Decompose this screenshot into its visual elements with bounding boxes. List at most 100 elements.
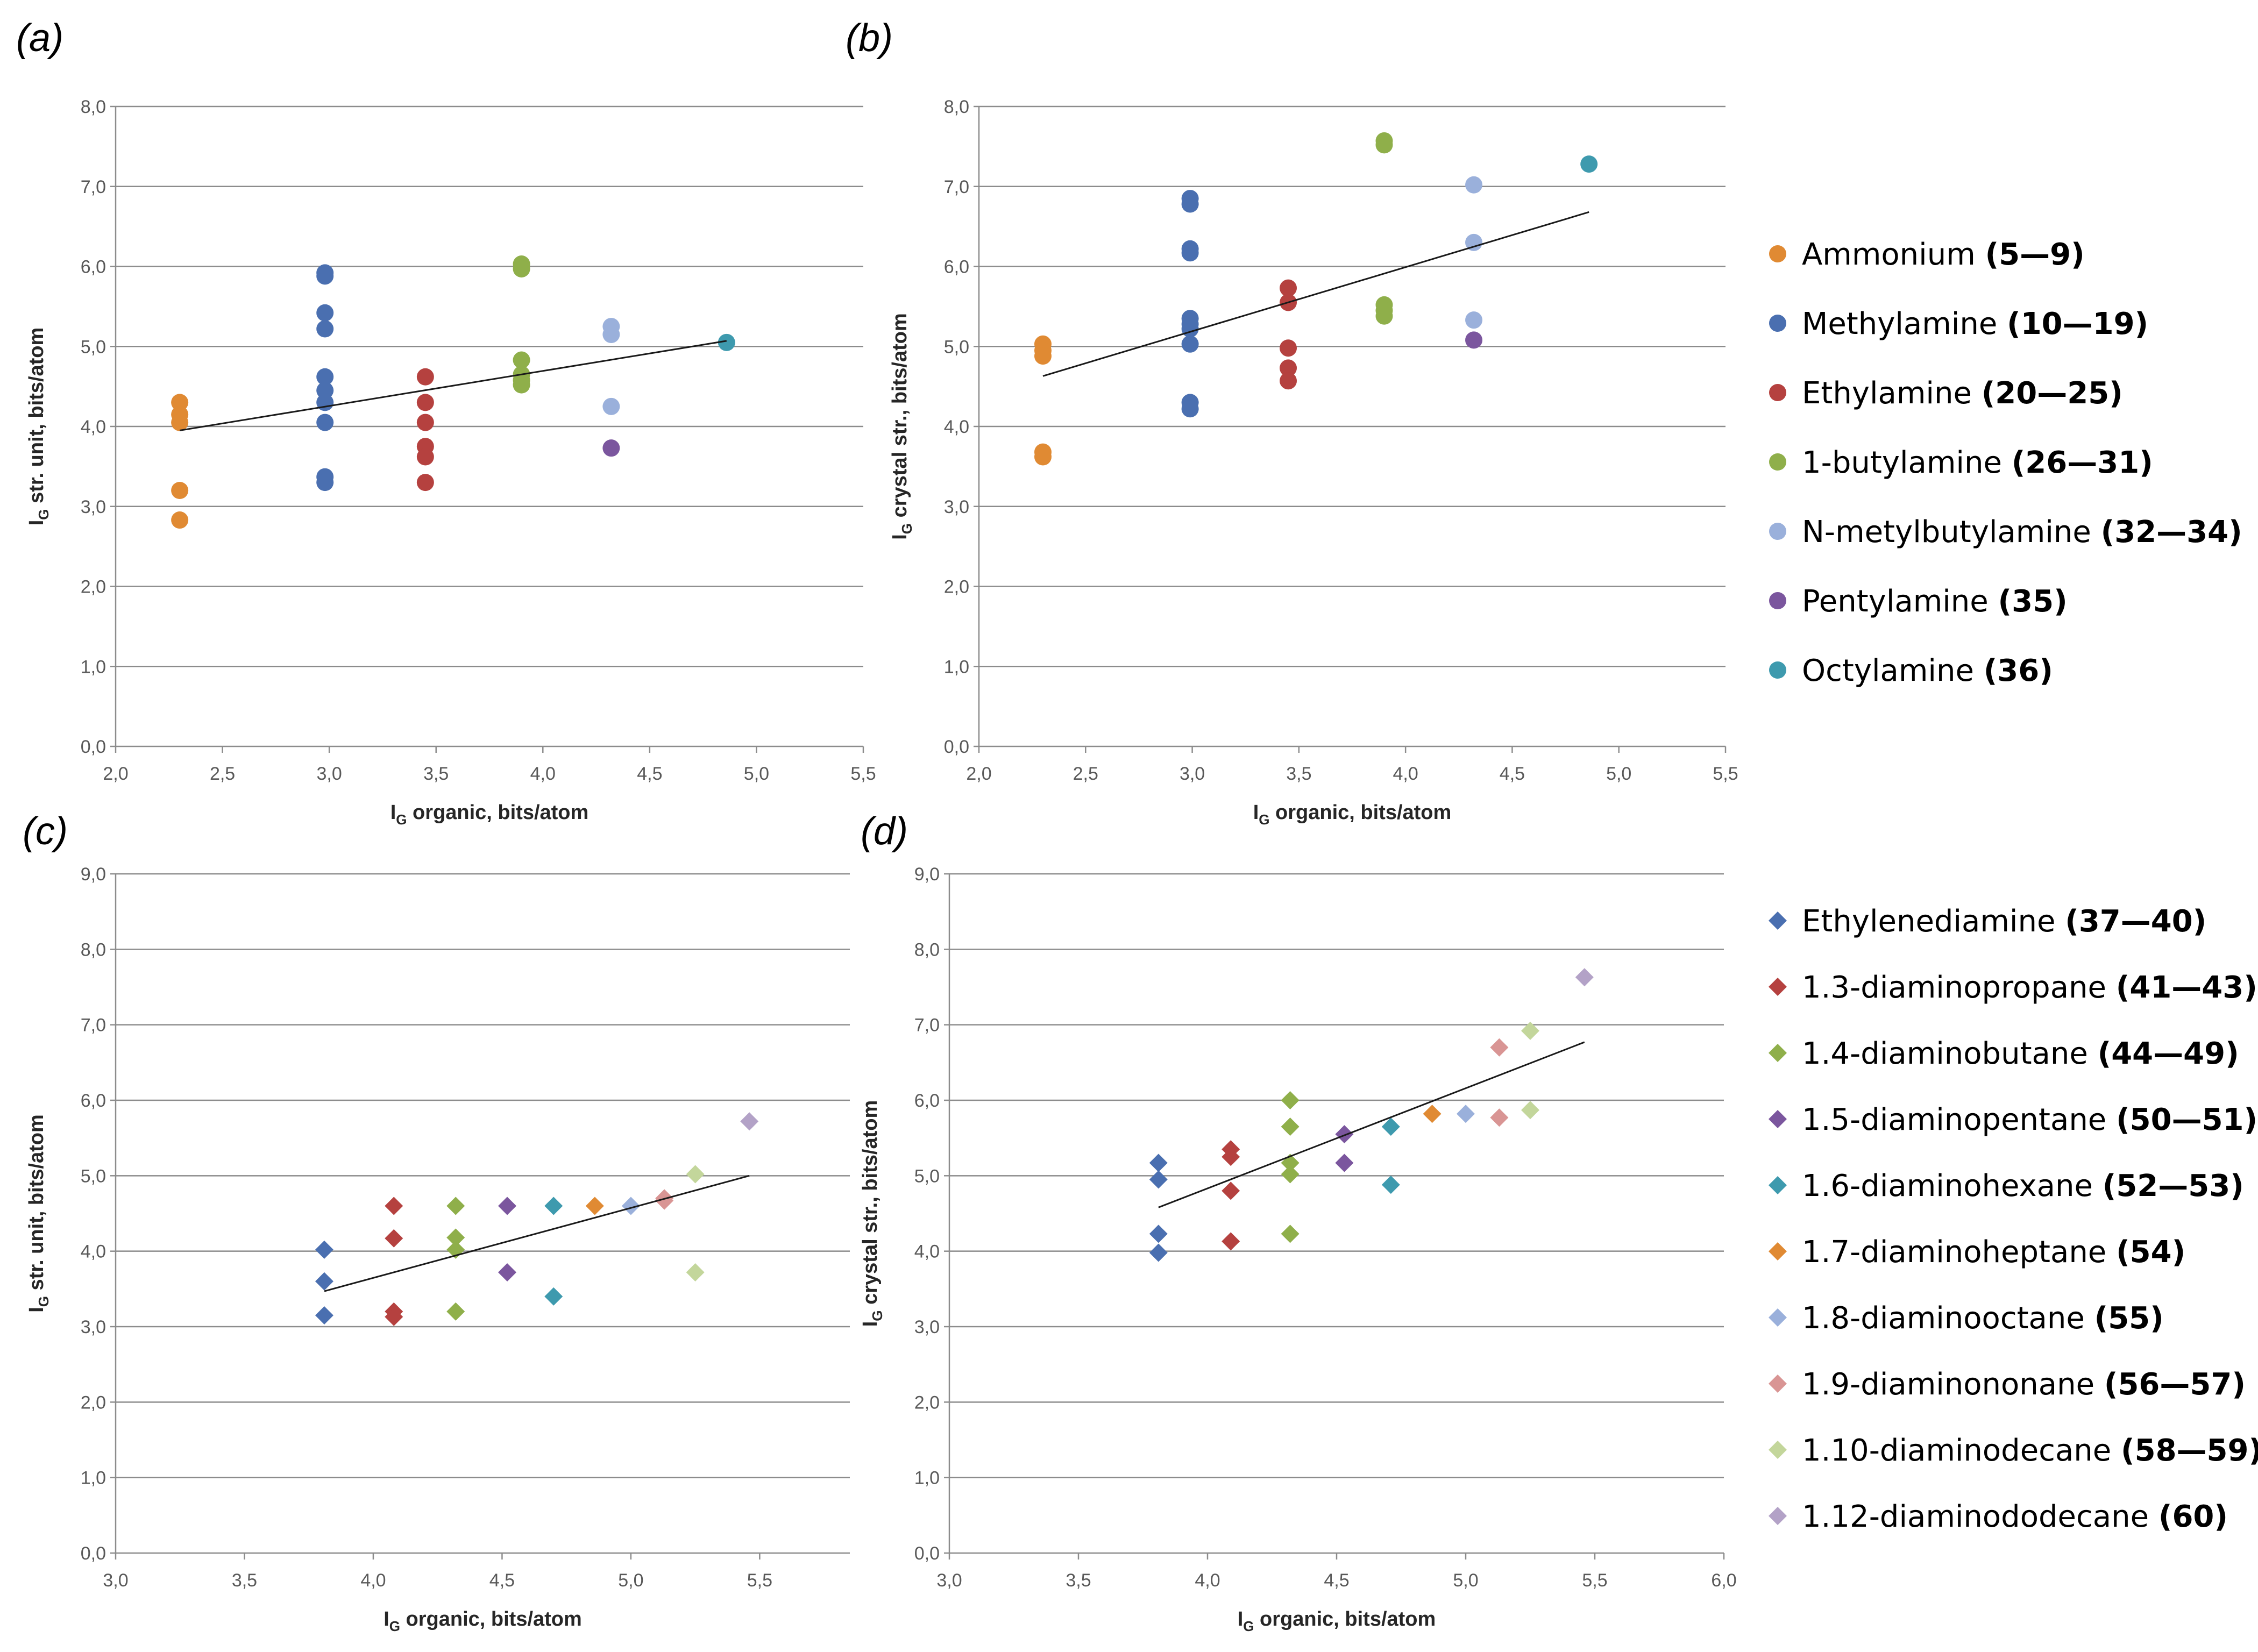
trendline xyxy=(324,1174,750,1292)
y-tick-label: 2,0 xyxy=(81,577,106,597)
data-point xyxy=(316,320,334,338)
series-ethylenediamine xyxy=(315,1240,333,1325)
legend-label: 1.9-diaminononane (56—57) xyxy=(1802,1367,2246,1402)
y-axis-title: IG crystal str., bits/atom xyxy=(859,1100,885,1327)
x-tick-label: 3,0 xyxy=(103,1570,128,1591)
x-tick-label: 3,5 xyxy=(232,1570,257,1591)
x-axis-title: IG organic, bits/atom xyxy=(1238,1608,1436,1634)
y-tick-label: 7,0 xyxy=(914,1015,940,1036)
legend-marker xyxy=(1769,1441,1787,1459)
data-point xyxy=(1381,1117,1400,1136)
legend-marker xyxy=(1769,592,1786,609)
panel-label: (a) xyxy=(16,17,63,60)
y-axis-title: IG str. unit, bits/atom xyxy=(25,1114,52,1313)
x-tick-label: 5,5 xyxy=(1582,1570,1607,1591)
legend-diamines: Ethylenediamine (37—40) 1.3-diaminopropan… xyxy=(1769,904,2258,1534)
legend-item: 1.7-diaminoheptane (54) xyxy=(1769,1235,2185,1270)
legend-item: 1-butylamine (26—31) xyxy=(1769,445,2153,480)
series-1-8-diaminooctane xyxy=(621,1197,640,1215)
data-point xyxy=(171,414,189,431)
y-tick-label: 4,0 xyxy=(914,1242,940,1262)
data-point xyxy=(316,394,334,411)
series-octylamine xyxy=(1580,155,1598,173)
data-point xyxy=(1465,331,1483,349)
data-point xyxy=(1281,1117,1300,1136)
data-point xyxy=(1181,320,1199,338)
legend-label: Ammonium (5—9) xyxy=(1802,237,2085,272)
data-point xyxy=(1575,968,1594,987)
data-point xyxy=(1580,155,1598,173)
data-point xyxy=(1222,1148,1240,1166)
data-point xyxy=(1149,1224,1168,1243)
series-1-7-diaminoheptane xyxy=(1423,1105,1442,1123)
y-axis-title: IG crystal str., bits/atom xyxy=(889,313,915,540)
series-methylamine xyxy=(1181,190,1199,418)
data-point xyxy=(416,368,434,386)
y-axis-title: IG str. unit, bits/atom xyxy=(25,327,52,526)
x-tick-label: 3,5 xyxy=(1286,764,1311,784)
series-1-10-diaminodecane xyxy=(1521,1021,1539,1120)
x-tick-label: 5,0 xyxy=(1606,764,1631,784)
x-tick-label: 5,5 xyxy=(747,1570,772,1591)
x-tick-label: 3,0 xyxy=(1180,764,1205,784)
x-tick-label: 4,5 xyxy=(489,1570,515,1591)
y-tick-label: 5,0 xyxy=(944,337,969,357)
data-point xyxy=(602,325,620,343)
legend-marker xyxy=(1769,1242,1787,1261)
series-1-4-diaminobutane xyxy=(1281,1091,1300,1243)
data-point xyxy=(1034,448,1052,466)
y-tick-label: 0,0 xyxy=(914,1543,940,1564)
panel-label: (d) xyxy=(861,810,908,853)
legend-item: Pentylamine (35) xyxy=(1769,584,2068,619)
chart-panel-d: (d) 0,0 1,0 2,0 3,0 4,0 5,0 6,0 7,0 8,0 9,0 3,0 3,5 4… xyxy=(859,810,1737,1634)
y-tick-label: 6,0 xyxy=(81,257,106,277)
y-tick-label: 3,0 xyxy=(914,1317,940,1337)
legend-label: Ethylenediamine (37—40) xyxy=(1802,904,2206,939)
x-tick-label: 5,0 xyxy=(1453,1570,1478,1591)
legend-marker xyxy=(1769,1176,1787,1194)
y-tick-label: 9,0 xyxy=(81,864,106,885)
data-point xyxy=(1465,311,1483,329)
series-1-10-diaminodecane xyxy=(686,1165,705,1281)
x-tick-label: 2,5 xyxy=(1073,764,1098,784)
data-point xyxy=(1281,1091,1300,1109)
data-point xyxy=(655,1191,674,1210)
data-point xyxy=(1521,1101,1539,1120)
data-point xyxy=(718,333,735,351)
y-tick-label: 4,0 xyxy=(81,417,106,437)
series-pentylamine xyxy=(602,439,620,457)
data-point xyxy=(602,397,620,415)
data-point xyxy=(316,474,334,492)
chart-panel-b: (b) 0,0 1,0 2,0 3,0 4,0 5,0 6,0 7,0 8,0 2,0 2,5 3,0 3… xyxy=(846,17,1738,828)
legend-item: 1.5-diaminopentane (50—51) xyxy=(1769,1102,2257,1137)
data-point xyxy=(385,1307,403,1326)
data-point xyxy=(1381,1176,1400,1194)
legend-marker xyxy=(1769,245,1786,262)
legend-marker xyxy=(1769,384,1786,401)
legend-label: 1.3-diaminopropane (41—43) xyxy=(1802,970,2257,1005)
data-point xyxy=(1490,1038,1509,1057)
chart-panel-c: (c) 0,0 1,0 2,0 3,0 4,0 5,0 6,0 7,0 8,0 9,0 3,0 3,5 4… xyxy=(23,810,850,1634)
data-point xyxy=(416,448,434,466)
series-methylamine xyxy=(316,264,334,492)
legend-marker xyxy=(1769,1110,1787,1128)
series-ammonium xyxy=(171,394,189,529)
y-tick-label: 5,0 xyxy=(81,1166,106,1186)
trendline xyxy=(1158,1041,1585,1208)
y-tick-label: 7,0 xyxy=(81,177,106,197)
series-1-3-diaminopropane xyxy=(385,1197,403,1326)
legend-item: 1.8-diaminooctane (55) xyxy=(1769,1301,2164,1336)
legend-marker xyxy=(1769,661,1786,679)
legend-label: Ethylamine (20—25) xyxy=(1802,376,2123,411)
x-tick-label: 4,0 xyxy=(530,764,556,784)
data-point xyxy=(385,1229,403,1248)
legend-label: 1.4-diaminobutane (44—49) xyxy=(1802,1036,2239,1071)
data-point xyxy=(1465,233,1483,251)
data-point xyxy=(1490,1108,1509,1127)
legend-item: 1.4-diaminobutane (44—49) xyxy=(1769,1036,2239,1071)
series-1-12-diaminododecane xyxy=(1575,968,1594,987)
y-tick-label: 6,0 xyxy=(914,1091,940,1111)
data-point xyxy=(498,1263,516,1281)
y-tick-label: 6,0 xyxy=(944,257,969,277)
data-point xyxy=(1335,1125,1354,1144)
